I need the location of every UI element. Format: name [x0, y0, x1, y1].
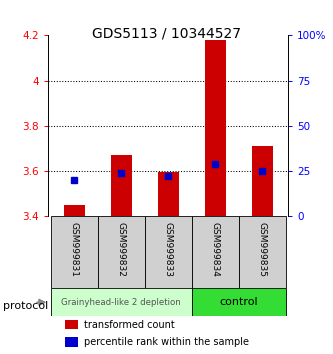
Bar: [239, 216, 286, 288]
Bar: [145, 216, 192, 288]
Bar: [111, 155, 132, 216]
Text: GSM999832: GSM999832: [117, 222, 126, 277]
Text: GSM999833: GSM999833: [164, 222, 173, 277]
Bar: [65, 337, 78, 347]
Text: transformed count: transformed count: [84, 320, 175, 330]
Bar: [51, 288, 192, 316]
Bar: [192, 216, 239, 288]
Bar: [65, 320, 78, 329]
Text: GSM999831: GSM999831: [70, 222, 79, 277]
Text: GDS5113 / 10344527: GDS5113 / 10344527: [92, 27, 241, 41]
Text: GSM999834: GSM999834: [211, 222, 220, 277]
Bar: [252, 146, 273, 216]
Bar: [158, 172, 179, 216]
Bar: [64, 205, 85, 216]
Text: control: control: [219, 297, 258, 307]
Text: percentile rank within the sample: percentile rank within the sample: [84, 337, 249, 347]
Bar: [98, 216, 145, 288]
Bar: [51, 216, 98, 288]
Text: protocol: protocol: [3, 301, 49, 311]
Text: Grainyhead-like 2 depletion: Grainyhead-like 2 depletion: [61, 298, 181, 307]
Bar: [204, 40, 226, 216]
Text: GSM999835: GSM999835: [258, 222, 267, 277]
Bar: [192, 288, 286, 316]
